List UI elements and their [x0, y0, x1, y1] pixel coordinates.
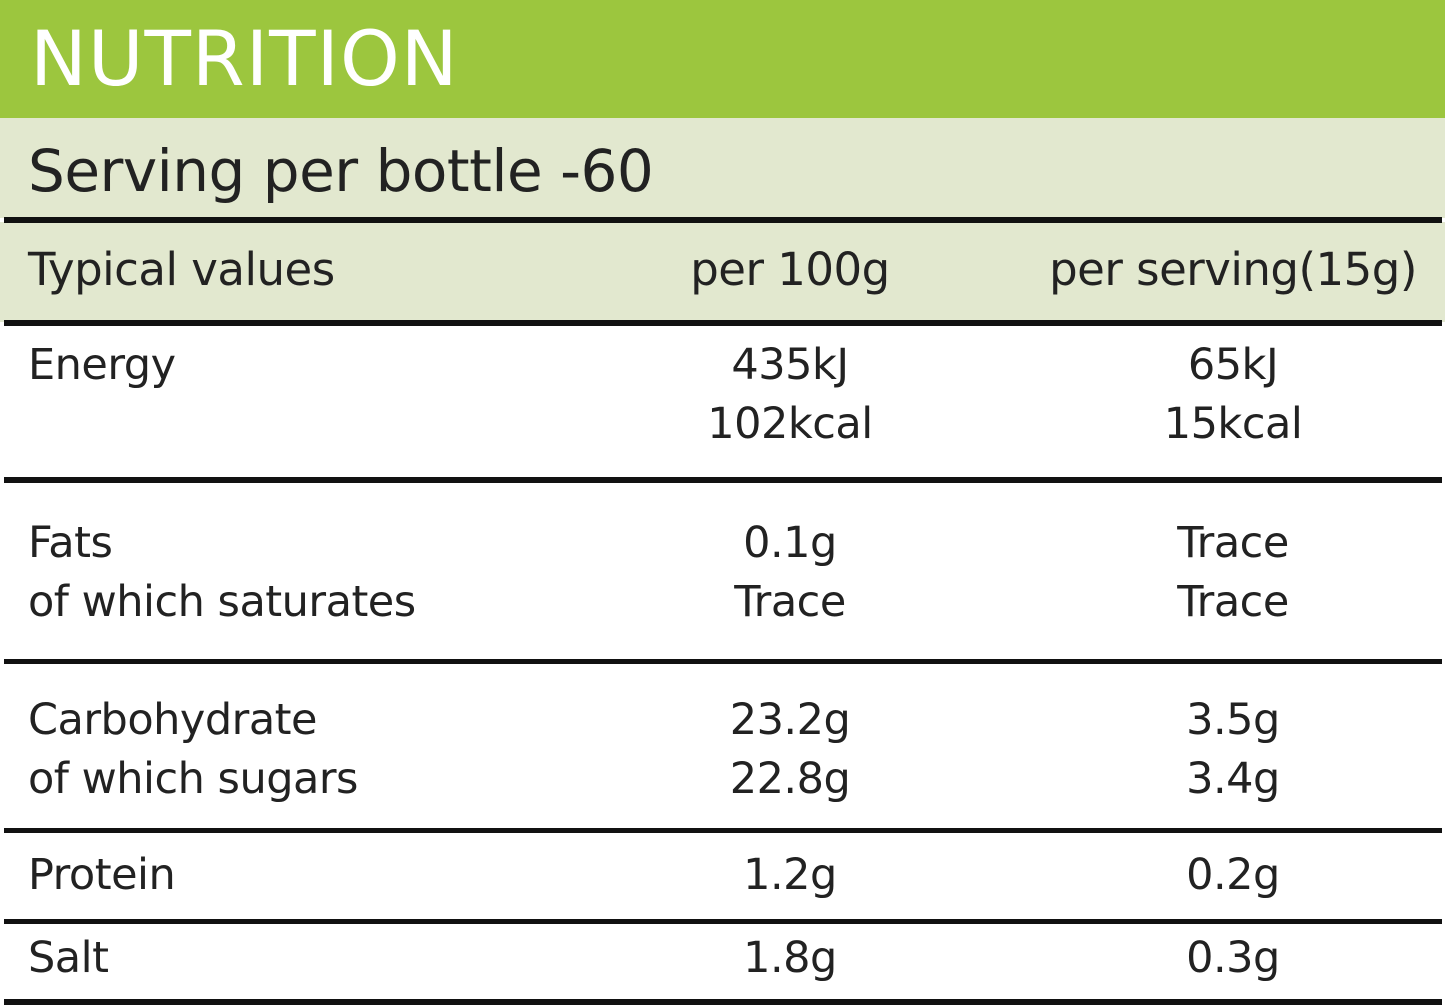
nutrient-value: 3.5g — [1186, 695, 1280, 745]
divider — [4, 919, 1442, 924]
nutrient-label: of which saturates — [28, 577, 416, 627]
divider — [4, 999, 1442, 1005]
nutrient-label: Fats — [28, 518, 113, 568]
column-header: per 100g — [690, 243, 890, 296]
nutrient-value: Trace — [1177, 518, 1289, 568]
divider — [4, 659, 1442, 664]
divider — [4, 828, 1442, 833]
nutrient-value: 22.8g — [729, 754, 851, 804]
nutrient-label: Protein — [28, 850, 176, 900]
subtitle-band: Serving per bottle -60 — [0, 118, 1445, 218]
nutrient-label: Carbohydrate — [28, 695, 318, 745]
nutrient-value: 65kJ — [1187, 340, 1279, 390]
title-band: NUTRITION — [0, 0, 1445, 118]
title: NUTRITION — [30, 14, 459, 103]
divider — [4, 217, 1442, 223]
nutrient-value: 0.1g — [743, 518, 837, 568]
divider — [4, 320, 1442, 326]
nutrient-value: 0.3g — [1186, 933, 1280, 983]
nutrient-value: 102kcal — [707, 399, 873, 449]
nutrient-value: Trace — [1177, 577, 1289, 627]
nutrient-label: of which sugars — [28, 754, 358, 804]
column-header: Typical values — [28, 243, 335, 296]
divider — [4, 477, 1442, 483]
nutrient-label: Energy — [28, 340, 176, 390]
header-band — [0, 222, 1445, 322]
nutrient-label: Salt — [28, 933, 109, 983]
nutrient-value: 1.2g — [743, 850, 837, 900]
nutrient-value: 15kcal — [1163, 399, 1303, 449]
nutrient-value: 3.4g — [1186, 754, 1280, 804]
nutrient-value: 435kJ — [731, 340, 849, 390]
nutrient-value: 0.2g — [1186, 850, 1280, 900]
nutrient-value: 23.2g — [729, 695, 851, 745]
subtitle: Serving per bottle -60 — [28, 137, 654, 205]
nutrient-value: Trace — [734, 577, 846, 627]
nutrient-value: 1.8g — [743, 933, 837, 983]
column-header: per serving(15g) — [1049, 243, 1417, 296]
